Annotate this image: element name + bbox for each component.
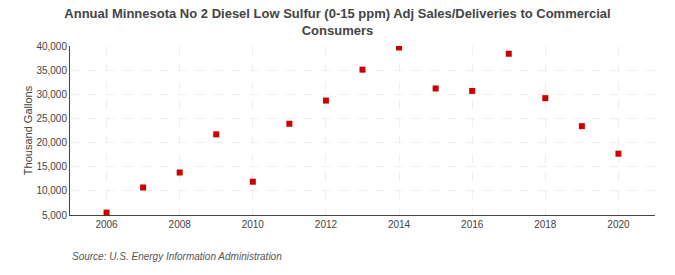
svg-text:25,000: 25,000 [36, 113, 67, 124]
svg-text:2018: 2018 [534, 219, 557, 230]
svg-text:5,000: 5,000 [42, 210, 67, 221]
svg-text:20,000: 20,000 [36, 137, 67, 148]
svg-text:Annual Minnesota No 2 Diesel L: Annual Minnesota No 2 Diesel Low Sulfur … [64, 6, 610, 38]
svg-text:15,000: 15,000 [36, 161, 67, 172]
svg-text:2010: 2010 [242, 219, 265, 230]
svg-text:10,000: 10,000 [36, 185, 67, 196]
svg-text:40,000: 40,000 [36, 41, 67, 52]
svg-text:Thousand Gallons: Thousand Gallons [22, 85, 34, 175]
svg-text:Source: U.S. Energy Informatio: Source: U.S. Energy Information Administ… [72, 251, 282, 262]
svg-text:35,000: 35,000 [36, 65, 67, 76]
svg-text:2016: 2016 [461, 219, 484, 230]
svg-text:2006: 2006 [95, 219, 118, 230]
svg-text:30,000: 30,000 [36, 89, 67, 100]
svg-text:2008: 2008 [169, 219, 192, 230]
svg-text:2014: 2014 [388, 219, 411, 230]
svg-text:2020: 2020 [607, 219, 630, 230]
svg-text:2012: 2012 [315, 219, 338, 230]
